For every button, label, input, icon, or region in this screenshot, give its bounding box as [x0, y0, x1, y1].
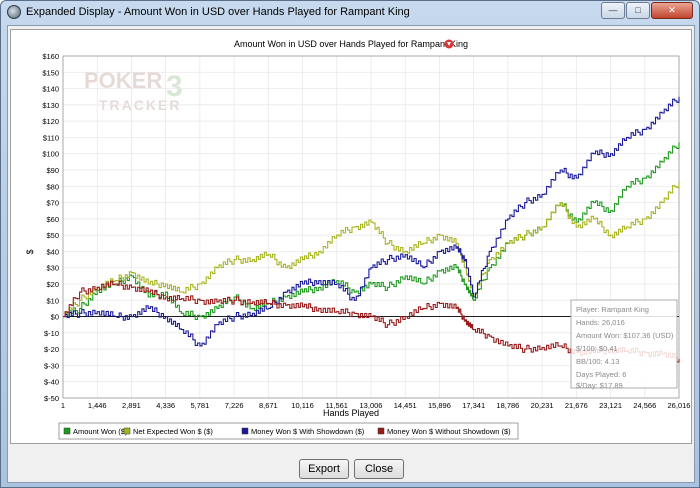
watermark-badge: 3 [166, 70, 183, 103]
legend-label: Money Won $ With Showdown ($) [251, 427, 365, 436]
export-button[interactable]: Export [299, 459, 349, 479]
close-window-button[interactable]: ✕ [651, 2, 693, 19]
y-tick-label: $160 [42, 52, 59, 61]
y-tick-label: $90 [46, 166, 59, 175]
legend-label: Amount Won ($) [73, 427, 128, 436]
tooltip-bb100: BB/100: 4.13 [576, 357, 619, 366]
x-tick-label: 8,671 [259, 401, 278, 410]
x-tick-label: 14,451 [394, 401, 417, 410]
title-bar[interactable]: Expanded Display - Amount Won in USD ove… [1, 1, 699, 25]
maximize-button[interactable]: □ [626, 2, 650, 19]
x-tick-label: 11,561 [326, 401, 348, 410]
y-tick-label: $10 [46, 296, 59, 305]
x-tick-label: 23,121 [599, 401, 622, 410]
y-tick-label: $130 [42, 101, 59, 110]
x-tick-label: 26,016 [668, 401, 691, 410]
tooltip-player: Player: Rampant King [576, 305, 649, 314]
x-tick-label: 1,446 [88, 401, 107, 410]
minimize-button[interactable]: — [601, 2, 625, 19]
x-tick-label: 15,896 [428, 401, 451, 410]
legend-swatch [123, 427, 131, 435]
legend-swatch [241, 427, 249, 435]
app-icon [7, 5, 21, 19]
button-bar [10, 446, 692, 482]
y-tick-label: $120 [42, 117, 59, 126]
stats-tooltip: Player: Rampant King Hands: 26,016 Amoun… [570, 299, 678, 390]
y-tick-label: $-20 [44, 345, 59, 354]
series-line [63, 142, 680, 320]
legend-label: Money Won $ Without Showdown ($) [387, 427, 511, 436]
y-tick-label: $20 [46, 280, 59, 289]
chart-title: Amount Won in USD over Hands Played for … [234, 39, 468, 49]
x-tick-label: 2,891 [122, 401, 141, 410]
plot-border [62, 55, 680, 399]
series-line [63, 181, 680, 318]
watermark-line1: POKER [84, 68, 162, 93]
x-tick-label: 13,006 [360, 401, 383, 410]
y-tick-label: $70 [46, 199, 59, 208]
window-controls: — □ ✕ [601, 2, 693, 19]
y-tick-label: $40 [46, 247, 59, 256]
x-tick-label: 21,676 [565, 401, 588, 410]
y-tick-label: $-50 [44, 394, 59, 403]
x-tick-label: 10,116 [291, 401, 313, 410]
tooltip-days: Days Played: 6 [576, 370, 626, 379]
x-tick-label: 1 [61, 401, 65, 410]
x-tick-label: 24,566 [633, 401, 656, 410]
y-tick-label: $50 [46, 231, 59, 240]
y-tick-label: $110 [43, 133, 59, 142]
series-line [63, 96, 680, 347]
chart-title-icon [444, 39, 454, 49]
close-button[interactable]: Close [354, 459, 404, 479]
x-tick-label: 7,226 [225, 401, 244, 410]
y-tick-label: $-40 [44, 378, 59, 387]
tooltip-hands: Hands: 26,016 [576, 318, 625, 327]
x-tick-label: 18,786 [496, 401, 519, 410]
legend-label: Net Expected Won $ ($) [133, 427, 213, 436]
y-axis-label: $ [25, 249, 35, 254]
chart-svg: POKER TRACKER 3 Amount Won in USD over H… [25, 39, 691, 440]
x-tick-label: 17,341 [462, 401, 485, 410]
legend-swatch [63, 427, 71, 435]
chart-panel: POKER TRACKER 3 Amount Won in USD over H… [10, 29, 692, 444]
tooltip-amount-won: Amount Won: $107.36 (USD) [576, 331, 674, 340]
legend-swatch [377, 427, 385, 435]
window-title: Expanded Display - Amount Won in USD ove… [26, 6, 410, 18]
y-tick-label: $60 [46, 215, 59, 224]
chart-legend: Amount Won ($) Net Expected Won $ ($) Mone… [58, 422, 519, 440]
tooltip-per-day: $/Day: $17.89 [576, 381, 623, 390]
x-axis-label: Hands Played [323, 408, 379, 418]
watermark-logo: POKER TRACKER 3 [84, 68, 183, 113]
y-tick-label: $-30 [44, 361, 59, 370]
x-tick-label: 5,781 [190, 401, 209, 410]
x-tick-label: 20,231 [531, 401, 554, 410]
y-tick-label: $-10 [44, 329, 59, 338]
y-tick-label: $140 [42, 85, 59, 94]
y-tick-label: $100 [42, 150, 59, 159]
y-tick-label: $150 [42, 68, 59, 77]
x-tick-label: 4,336 [156, 401, 175, 410]
y-tick-label: $0 [51, 313, 59, 322]
tooltip-per100: $/100: $0.41 [576, 344, 618, 353]
window-client-area: POKER TRACKER 3 Amount Won in USD over H… [7, 25, 695, 483]
y-tick-label: $80 [46, 182, 59, 191]
y-tick-label: $30 [46, 264, 59, 273]
